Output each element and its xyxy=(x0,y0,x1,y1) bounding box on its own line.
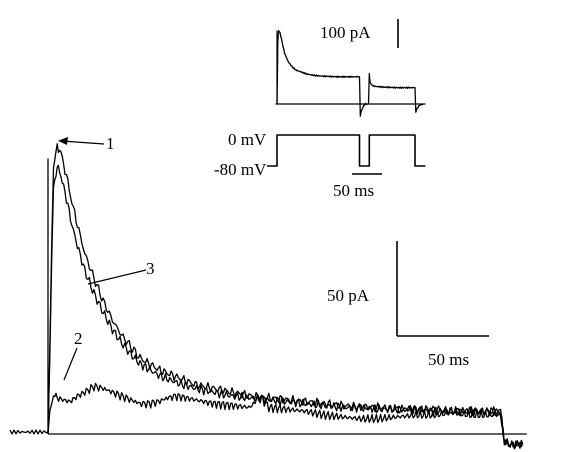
trace-3-label: 3 xyxy=(146,259,155,278)
main-scalebar-y-label: 50 pA xyxy=(327,286,370,305)
trace-2 xyxy=(47,382,523,448)
trace-1-arrow-line xyxy=(61,140,105,145)
pre-stimulus-trace xyxy=(9,429,49,435)
trace-1-label: 1 xyxy=(106,134,115,153)
inset-scalebar-y-label: 100 pA xyxy=(320,23,371,42)
trace-1 xyxy=(47,143,524,450)
inset-current-trace xyxy=(276,29,424,117)
trace-2-label: 2 xyxy=(74,329,83,348)
voltage-level-0mv-label: 0 mV xyxy=(228,130,267,149)
trace-2-leader xyxy=(63,347,78,381)
inset-panel xyxy=(267,19,426,175)
trace-1-arrowhead xyxy=(58,137,68,145)
main-scalebar-x-label: 50 ms xyxy=(428,350,469,369)
inset-scalebar-x-label: 50 ms xyxy=(333,181,374,200)
trace-3 xyxy=(47,164,524,449)
voltage-protocol-trace xyxy=(267,134,426,167)
voltage-level-80mv-label: -80 mV xyxy=(214,160,267,179)
main-panel xyxy=(9,137,527,450)
trace-3-leader xyxy=(87,269,147,285)
